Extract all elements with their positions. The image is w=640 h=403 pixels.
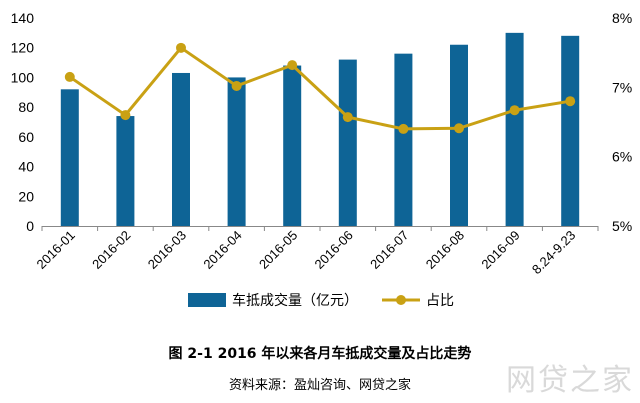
- x-tick-label: 2016-03: [145, 228, 189, 272]
- line-point: [120, 110, 131, 121]
- axes: 0 20 40 60 80 100 120 140 5% 6% 7% 8% 2016-01 2016-02…: [11, 10, 633, 277]
- line-point: [287, 60, 298, 71]
- x-tick-label: 8.24-9.23: [529, 228, 578, 277]
- y-left-tick-label: 100: [11, 69, 35, 85]
- source-note: 资料来源：盈灿咨询、网贷之家: [228, 378, 411, 393]
- x-tick-label: 2016-08: [423, 228, 467, 272]
- line-point: [509, 105, 520, 116]
- x-tick-label: 2016-01: [34, 228, 78, 272]
- bar: [450, 44, 468, 226]
- line-point: [398, 123, 409, 134]
- legend-label-bar: 车抵成交量（亿元）: [232, 292, 358, 309]
- y-right-tick-label: 7%: [612, 79, 632, 95]
- bar: [227, 77, 246, 226]
- bar: [505, 32, 524, 226]
- y-left-tick-label: 140: [11, 10, 35, 26]
- y-right-tick-label: 6%: [612, 149, 632, 165]
- plot-area: [60, 32, 580, 227]
- bar: [116, 116, 135, 226]
- watermark: 网贷之家: [506, 363, 634, 398]
- x-tick-label: 2016-09: [478, 228, 522, 272]
- y-left-tick-label: 40: [18, 159, 34, 175]
- bar: [338, 59, 357, 226]
- combo-chart: 0 20 40 60 80 100 120 140 5% 6% 7% 8% 2016-01 2016-02…: [11, 10, 633, 309]
- line-point: [231, 80, 242, 91]
- x-tick-label: 2016-05: [256, 228, 300, 272]
- x-tick-label: 2016-04: [200, 228, 244, 272]
- y-left-tick-label: 20: [18, 188, 34, 204]
- legend-label-line: 占比: [426, 293, 454, 309]
- line-series: [68, 46, 571, 131]
- bar: [60, 89, 79, 226]
- legend-marker-line: [396, 295, 406, 305]
- y-left-tick-label: 120: [11, 40, 35, 56]
- bar: [283, 65, 302, 227]
- x-tick-label: 2016-02: [89, 228, 133, 272]
- y-left-tick-label: 80: [18, 99, 34, 115]
- bar: [394, 53, 413, 227]
- line-point: [565, 96, 576, 107]
- line-point: [176, 42, 186, 53]
- y-left-tick-label: 60: [18, 129, 34, 145]
- y-right-tick-label: 8%: [612, 10, 632, 26]
- line-point: [454, 123, 464, 134]
- legend-swatch-bar: [188, 293, 226, 307]
- bar: [172, 72, 190, 226]
- x-tick-label: 2016-06: [312, 228, 356, 272]
- y-right-tick-label: 5%: [612, 218, 632, 234]
- line-point: [342, 112, 353, 123]
- legend: 车抵成交量（亿元） 占比: [188, 292, 454, 309]
- line-point: [64, 71, 75, 82]
- bar: [561, 35, 580, 227]
- y-left-tick-label: 0: [26, 218, 34, 234]
- figure-caption: 图 2-1 2016 年以来各月车抵成交量及占比走势: [168, 346, 472, 362]
- x-tick-label: 2016-07: [367, 228, 411, 272]
